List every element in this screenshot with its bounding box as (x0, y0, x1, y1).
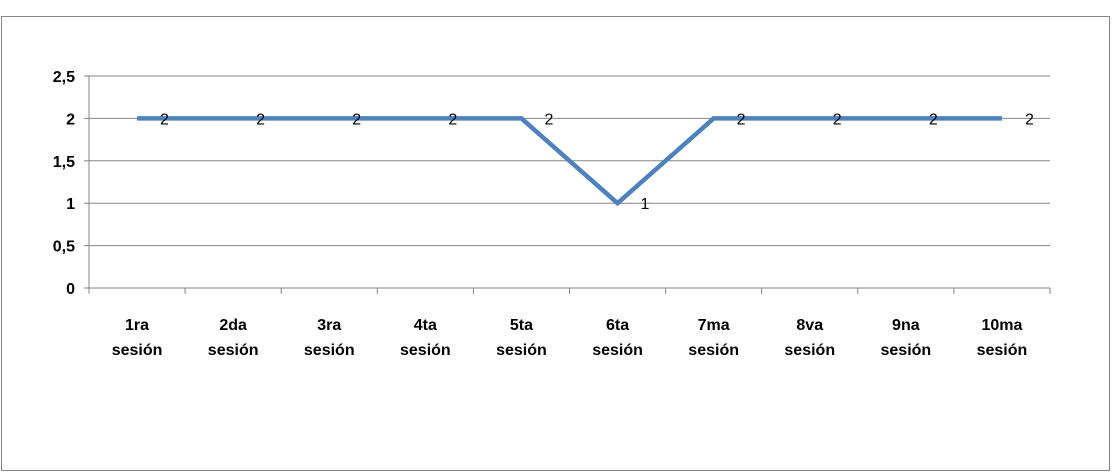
data-label: 2 (1025, 111, 1034, 128)
data-label: 2 (833, 111, 842, 128)
x-tick-label: 5ta sesión (496, 317, 547, 359)
series-layer (136, 116, 1003, 207)
axes: 0 0,5 1 1,5 2 2,5 1ra sesión 2da sesión 3ra sesión 4… (53, 69, 1051, 359)
data-label: 2 (544, 111, 553, 128)
data-label: 2 (737, 111, 746, 128)
x-tick-label: 1ra sesión (112, 317, 163, 359)
x-tick-label: 7ma sesión (688, 317, 739, 359)
data-label: 1 (641, 196, 650, 213)
y-tick-label: 1 (66, 196, 75, 213)
gridlines (89, 75, 1050, 247)
x-tick-label: 9na sesión (881, 317, 932, 359)
y-tick-label: 2 (66, 111, 75, 128)
x-tick-label: 10ma sesión (977, 317, 1028, 359)
x-tick-label: 4ta sesión (400, 317, 451, 359)
y-tick-label: 2,5 (53, 69, 75, 86)
y-tick-label: 0,5 (53, 239, 75, 256)
data-label: 2 (929, 111, 938, 128)
data-label: 2 (352, 111, 361, 128)
y-tick-label: 1,5 (53, 154, 75, 171)
series-line (137, 116, 1002, 207)
data-labels: 2 2 2 2 2 1 2 2 2 2 (160, 111, 1034, 213)
data-label: 2 (160, 111, 169, 128)
x-tick-label: 6ta sesión (592, 317, 643, 359)
chart-frame (1, 16, 1110, 471)
x-tick-label: 8va sesión (784, 317, 835, 359)
x-tick-label: 2da sesión (208, 317, 259, 359)
y-tick-label: 0 (66, 281, 75, 298)
x-tick-label: 3ra sesión (304, 317, 355, 359)
data-label: 2 (448, 111, 457, 128)
data-label: 2 (256, 111, 265, 128)
